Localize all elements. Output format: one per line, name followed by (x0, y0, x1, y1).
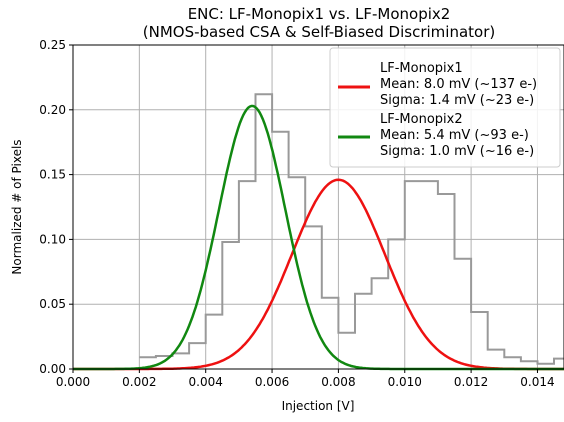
plot-frame (72, 44, 564, 370)
legend-monopix1-name: LF-Monopix1 (380, 61, 463, 76)
y-tick-label: 0.05 (39, 297, 66, 311)
chart-subtitle: (NMOS-based CSA & Self-Biased Discrimina… (143, 23, 495, 41)
legend-box (329, 47, 561, 168)
legend: LF-Monopix1 Mean: 8.0 mV (~137 e-) Sigma… (329, 47, 561, 168)
chart-title: ENC: LF-Monopix1 vs. LF-Monopix2 (188, 5, 451, 23)
y-tick-label: 0.25 (39, 38, 66, 52)
x-tick-label: 0.004 (189, 375, 223, 389)
fit-curve-series-1 (73, 178, 564, 371)
legend-monopix2-name: LF-Monopix2 (380, 112, 463, 127)
x-tick-label: 0.006 (255, 375, 289, 389)
legend-monopix2-mean: Mean: 5.4 mV (~93 e-) (380, 128, 529, 143)
histogram (139, 93, 564, 365)
x-tick-label: 0.014 (520, 375, 554, 389)
x-tick-label: 0.008 (321, 375, 355, 389)
legend-monopix1-sigma: Sigma: 1.4 mV (~23 e-) (380, 93, 534, 108)
axis-ticks: 0.000 0.002 0.004 0.006 0.008 0.010 0.012 0.014… (39, 38, 554, 389)
y-tick-label: 0.20 (39, 103, 66, 117)
x-axis-label: Injection [V] (282, 399, 355, 413)
histogram-steps (139, 93, 564, 365)
legend-monopix1-mean: Mean: 8.0 mV (~137 e-) (380, 77, 537, 92)
y-tick-label: 0.15 (39, 168, 66, 182)
legend-monopix2-sigma: Sigma: 1.0 mV (~16 e-) (380, 144, 534, 159)
y-axis-label: Normalized # of Pixels (10, 139, 24, 274)
y-tick-label: 0.10 (39, 232, 66, 246)
y-tick-label: 0.00 (39, 362, 66, 376)
x-tick-label: 0.012 (454, 375, 488, 389)
x-tick-label: 0.002 (122, 375, 156, 389)
x-tick-label: 0.000 (56, 375, 90, 389)
x-tick-label: 0.010 (388, 375, 422, 389)
